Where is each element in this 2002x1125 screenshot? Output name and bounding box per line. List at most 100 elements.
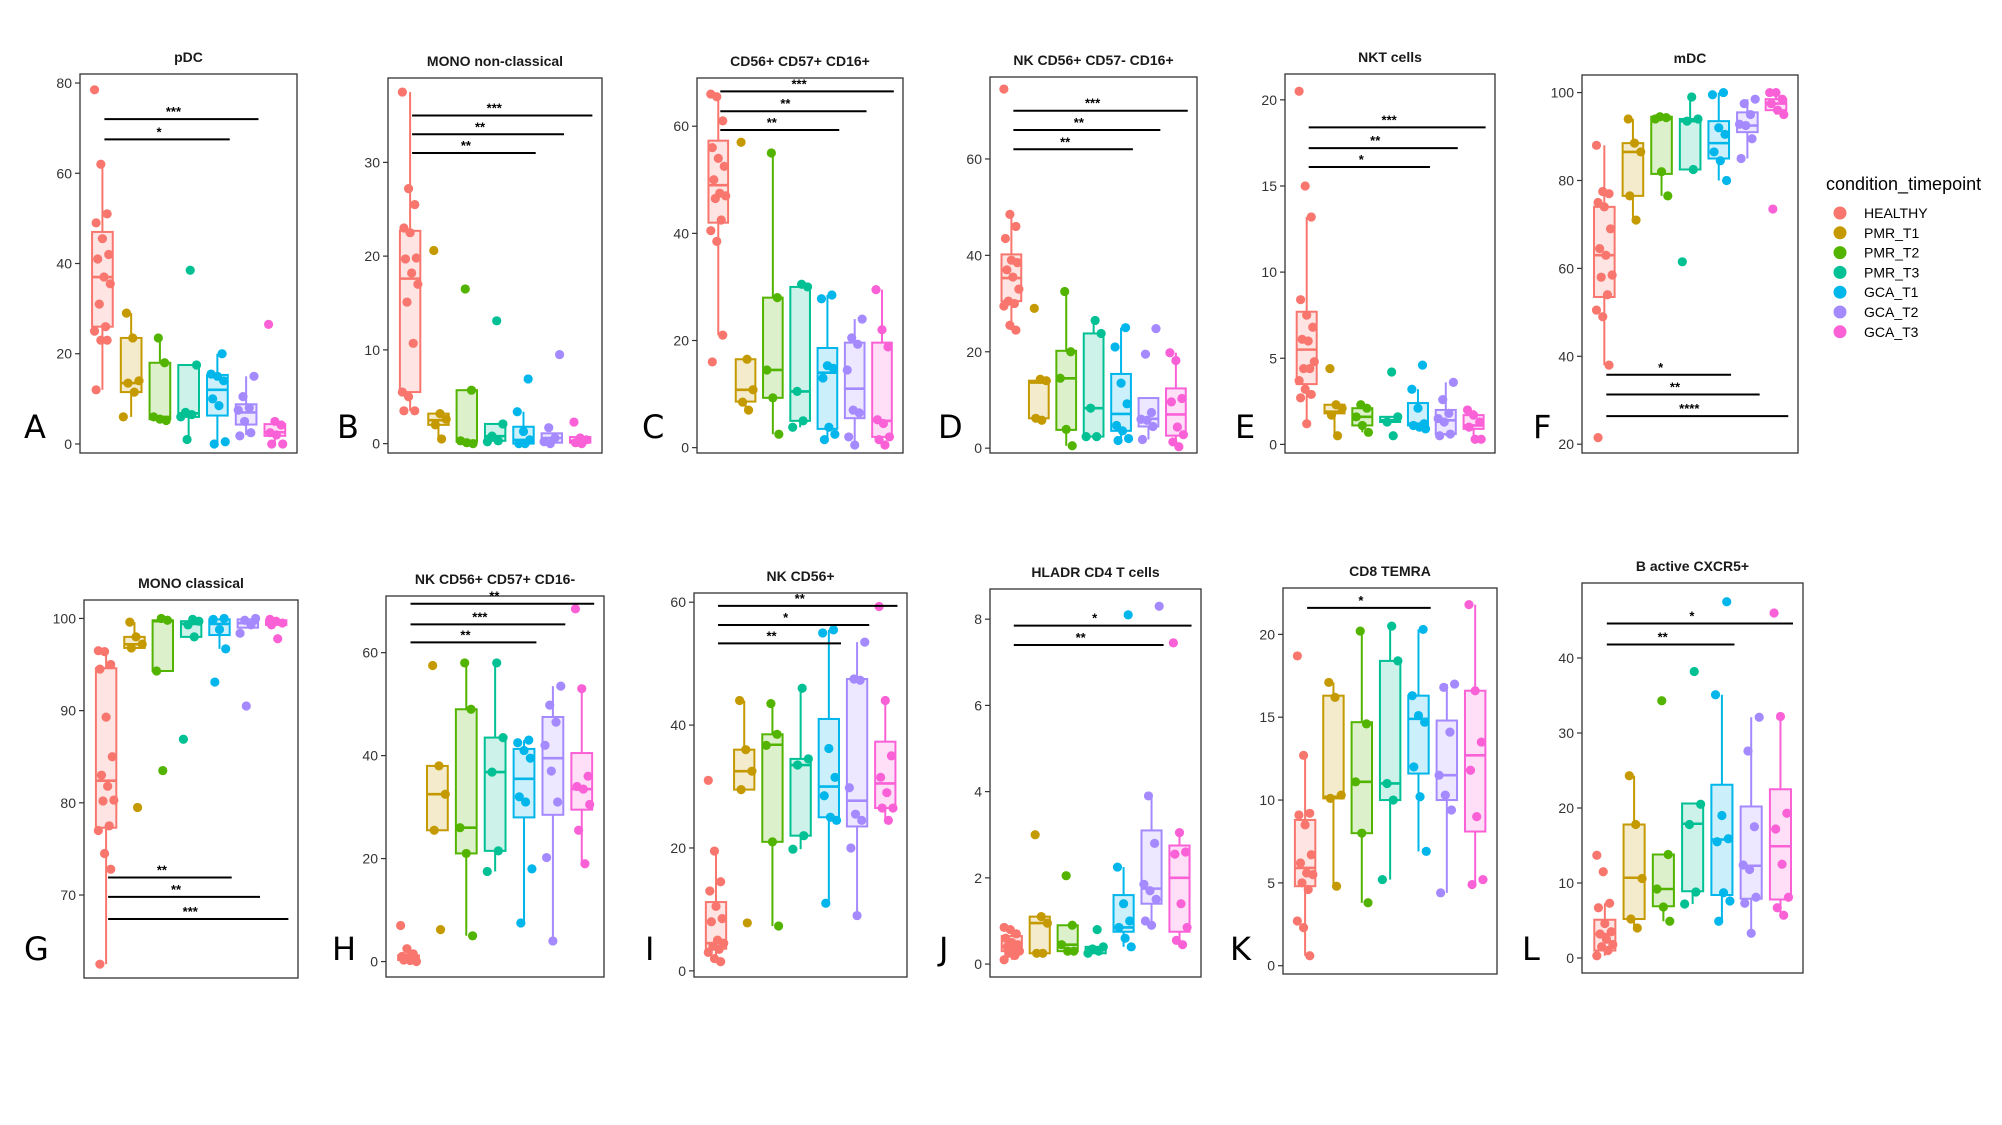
data-point (1744, 864, 1755, 875)
data-point (413, 279, 423, 289)
box-gca-t1 (1406, 360, 1431, 434)
legend: condition_timepoint HEALTHY PMR_T1 PMR_T2 P… (1826, 174, 1981, 340)
data-point (1680, 899, 1690, 909)
data-point (1448, 377, 1458, 387)
data-point (846, 843, 856, 853)
data-point (999, 301, 1009, 311)
data-point (93, 825, 103, 836)
data-point (1623, 114, 1633, 124)
data-point (1592, 850, 1602, 860)
data-point (882, 788, 892, 798)
data-point (1009, 298, 1019, 309)
data-point (1746, 928, 1756, 938)
data-point (428, 660, 438, 671)
data-point (525, 753, 535, 763)
significance-label: ** (766, 628, 777, 643)
data-point (96, 770, 107, 780)
data-point (1294, 810, 1304, 820)
y-tick-label: 5 (1267, 875, 1275, 891)
data-point (844, 783, 854, 793)
data-point (1782, 808, 1792, 818)
data-point (703, 775, 713, 785)
data-point (402, 297, 412, 307)
data-point (1464, 422, 1474, 432)
box-pmr-t2 (762, 148, 784, 439)
data-point (411, 956, 422, 967)
box-body (1027, 379, 1050, 420)
data-point (852, 910, 862, 921)
box-pmr-t1 (733, 695, 757, 928)
data-point (1332, 431, 1343, 441)
data-point (585, 799, 595, 810)
data-point (1137, 434, 1148, 445)
box-gca-t1 (206, 349, 230, 449)
data-point (883, 815, 893, 825)
data-point (1069, 946, 1079, 956)
data-point (99, 647, 110, 657)
data-point (842, 365, 852, 375)
data-point (1302, 419, 1312, 429)
data-point (1631, 215, 1641, 225)
legend-label: HEALTHY (1864, 205, 1928, 221)
data-point (123, 378, 133, 388)
y-tick-label: 0 (1566, 950, 1574, 966)
data-point (1772, 903, 1782, 913)
data-point (208, 394, 218, 404)
panel-frame (83, 599, 299, 979)
data-point (545, 439, 555, 449)
data-point (854, 408, 864, 418)
data-point (1738, 860, 1748, 870)
y-tick-label: 80 (56, 75, 72, 91)
data-point (1604, 189, 1614, 199)
significance-label: **** (1679, 401, 1700, 416)
data-point (1010, 950, 1020, 961)
y-tick-label: 60 (673, 118, 689, 134)
panel-frame (387, 77, 603, 454)
data-point (89, 85, 100, 95)
panel-frame (693, 592, 908, 978)
data-point (830, 772, 840, 782)
data-point (1741, 120, 1751, 131)
box-pmr-t1 (123, 617, 147, 813)
data-point (512, 407, 522, 417)
data-point (1326, 410, 1337, 420)
data-point (857, 314, 867, 324)
box-pmr-t3 (482, 658, 508, 877)
box-body (1168, 844, 1191, 933)
significance-label: *** (487, 101, 503, 116)
data-point (466, 385, 477, 395)
box-gca-t2 (1434, 679, 1460, 898)
box-gca-t2 (844, 637, 870, 921)
data-point (1305, 808, 1315, 818)
data-point (1149, 838, 1160, 848)
data-point (1601, 250, 1611, 260)
data-point (1146, 920, 1157, 930)
data-point (1600, 918, 1610, 929)
significance-label: ** (1658, 630, 1669, 645)
box-pmr-t3 (1083, 924, 1108, 958)
data-point (1172, 422, 1182, 432)
significance-label: *** (1382, 112, 1398, 127)
box-body (148, 361, 172, 421)
y-tick-label: 2 (974, 870, 982, 886)
data-point (1125, 916, 1135, 926)
data-point (411, 253, 421, 263)
data-point (876, 772, 886, 782)
data-point (1464, 599, 1474, 610)
data-point (850, 440, 860, 450)
data-point (128, 333, 138, 343)
data-point (1030, 830, 1040, 840)
data-point (1658, 902, 1668, 912)
data-point (403, 392, 414, 402)
legend-swatch (1833, 265, 1847, 279)
data-point (1604, 360, 1614, 370)
data-point (1139, 879, 1149, 889)
box-gca-t2 (1433, 377, 1458, 441)
data-point (767, 837, 778, 847)
data-point (1771, 824, 1781, 834)
box-healthy (93, 646, 119, 969)
data-point (792, 386, 802, 396)
y-tick-label: 8 (974, 611, 982, 627)
data-point (1636, 147, 1646, 157)
data-point (1297, 878, 1307, 888)
